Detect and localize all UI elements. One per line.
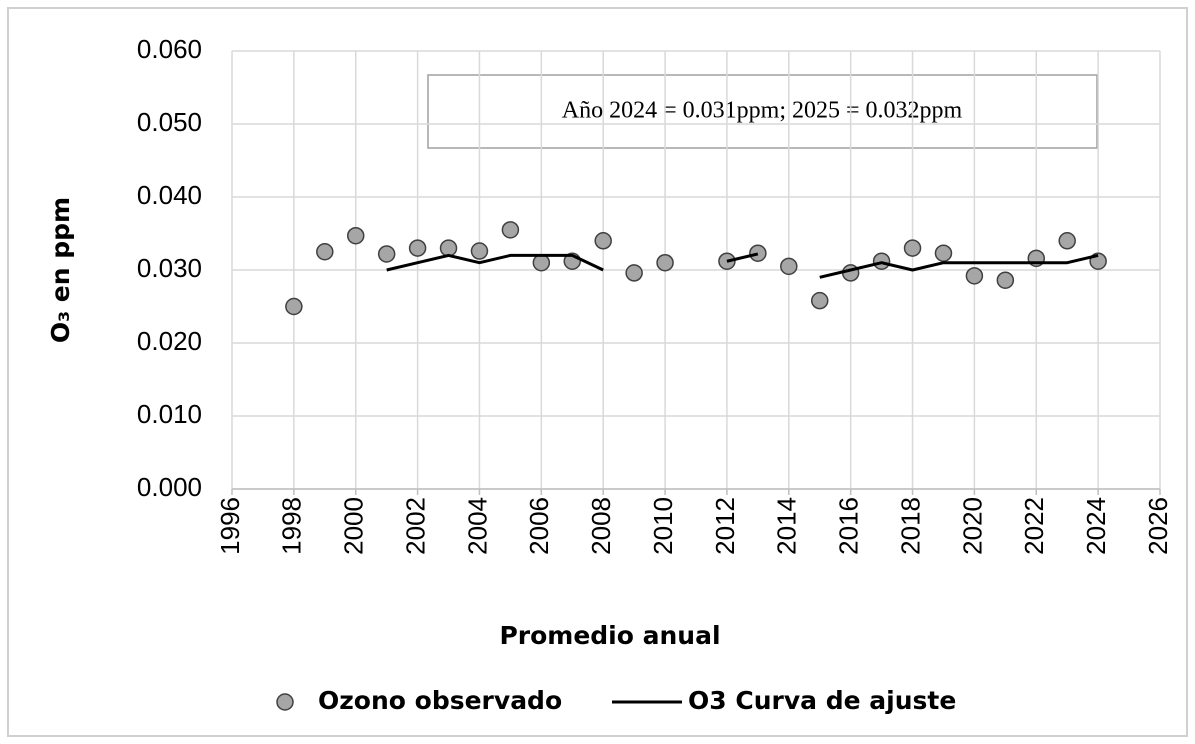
y-tick-label: 0.030 (137, 253, 202, 283)
data-point (749, 244, 767, 262)
legend-label: Ozono observado (318, 686, 562, 715)
x-tick-label: 2016 (834, 497, 864, 555)
x-tick-label: 2018 (895, 497, 925, 555)
data-point (470, 242, 489, 260)
x-tick-label: 2022 (1019, 497, 1049, 555)
data-point (285, 297, 303, 316)
data-point (903, 239, 922, 257)
x-tick-label: 2024 (1081, 497, 1111, 555)
annotation: Año 2024 = 0.031ppm; 2025 = 0.032ppm (562, 98, 963, 124)
data-point (656, 253, 674, 272)
data-point (316, 243, 334, 261)
x-tick-label: 2006 (524, 497, 554, 555)
data-point (810, 291, 829, 310)
data-point (965, 267, 984, 285)
legend-label: O3 Curva de ajuste (688, 686, 956, 715)
annotation-box (427, 74, 1098, 149)
data-point (501, 221, 520, 239)
data-point (439, 239, 458, 257)
x-tick-label: 2000 (339, 497, 369, 555)
x-tick-label: 1998 (277, 497, 307, 555)
x-tick-label: 2002 (400, 497, 430, 555)
data-point (408, 239, 427, 257)
data-point (346, 226, 365, 245)
data-point (934, 244, 953, 262)
y-tick-label: 0.020 (137, 326, 202, 356)
data-point (377, 245, 396, 263)
legend-marker (276, 693, 294, 711)
x-axis-title: Promedio anual (499, 621, 720, 650)
y-tick-label: 0.060 (137, 34, 202, 64)
data-point (780, 257, 798, 276)
data-point (594, 232, 612, 250)
data-point (625, 264, 643, 282)
y-tick-label: 0.050 (137, 107, 202, 137)
data-point (1058, 232, 1076, 250)
x-tick-label: 2014 (772, 497, 802, 555)
x-tick-label: 2020 (957, 497, 987, 555)
data-point (996, 271, 1015, 289)
y-tick-label: 0.010 (137, 399, 202, 429)
y-tick-label: 0.000 (137, 472, 202, 502)
x-tick-label: 2008 (586, 497, 616, 555)
y-tick-label: 0.040 (137, 180, 202, 210)
data-point (532, 253, 551, 272)
x-tick-label: 2010 (648, 497, 678, 555)
x-tick-label: 1996 (215, 497, 245, 555)
x-tick-label: 2026 (1143, 497, 1173, 555)
x-tick-label: 2004 (462, 497, 492, 555)
y-axis-title: O₃ en ppm (46, 197, 75, 343)
fit-line (386, 252, 1099, 279)
x-tick-label: 2012 (710, 497, 740, 555)
